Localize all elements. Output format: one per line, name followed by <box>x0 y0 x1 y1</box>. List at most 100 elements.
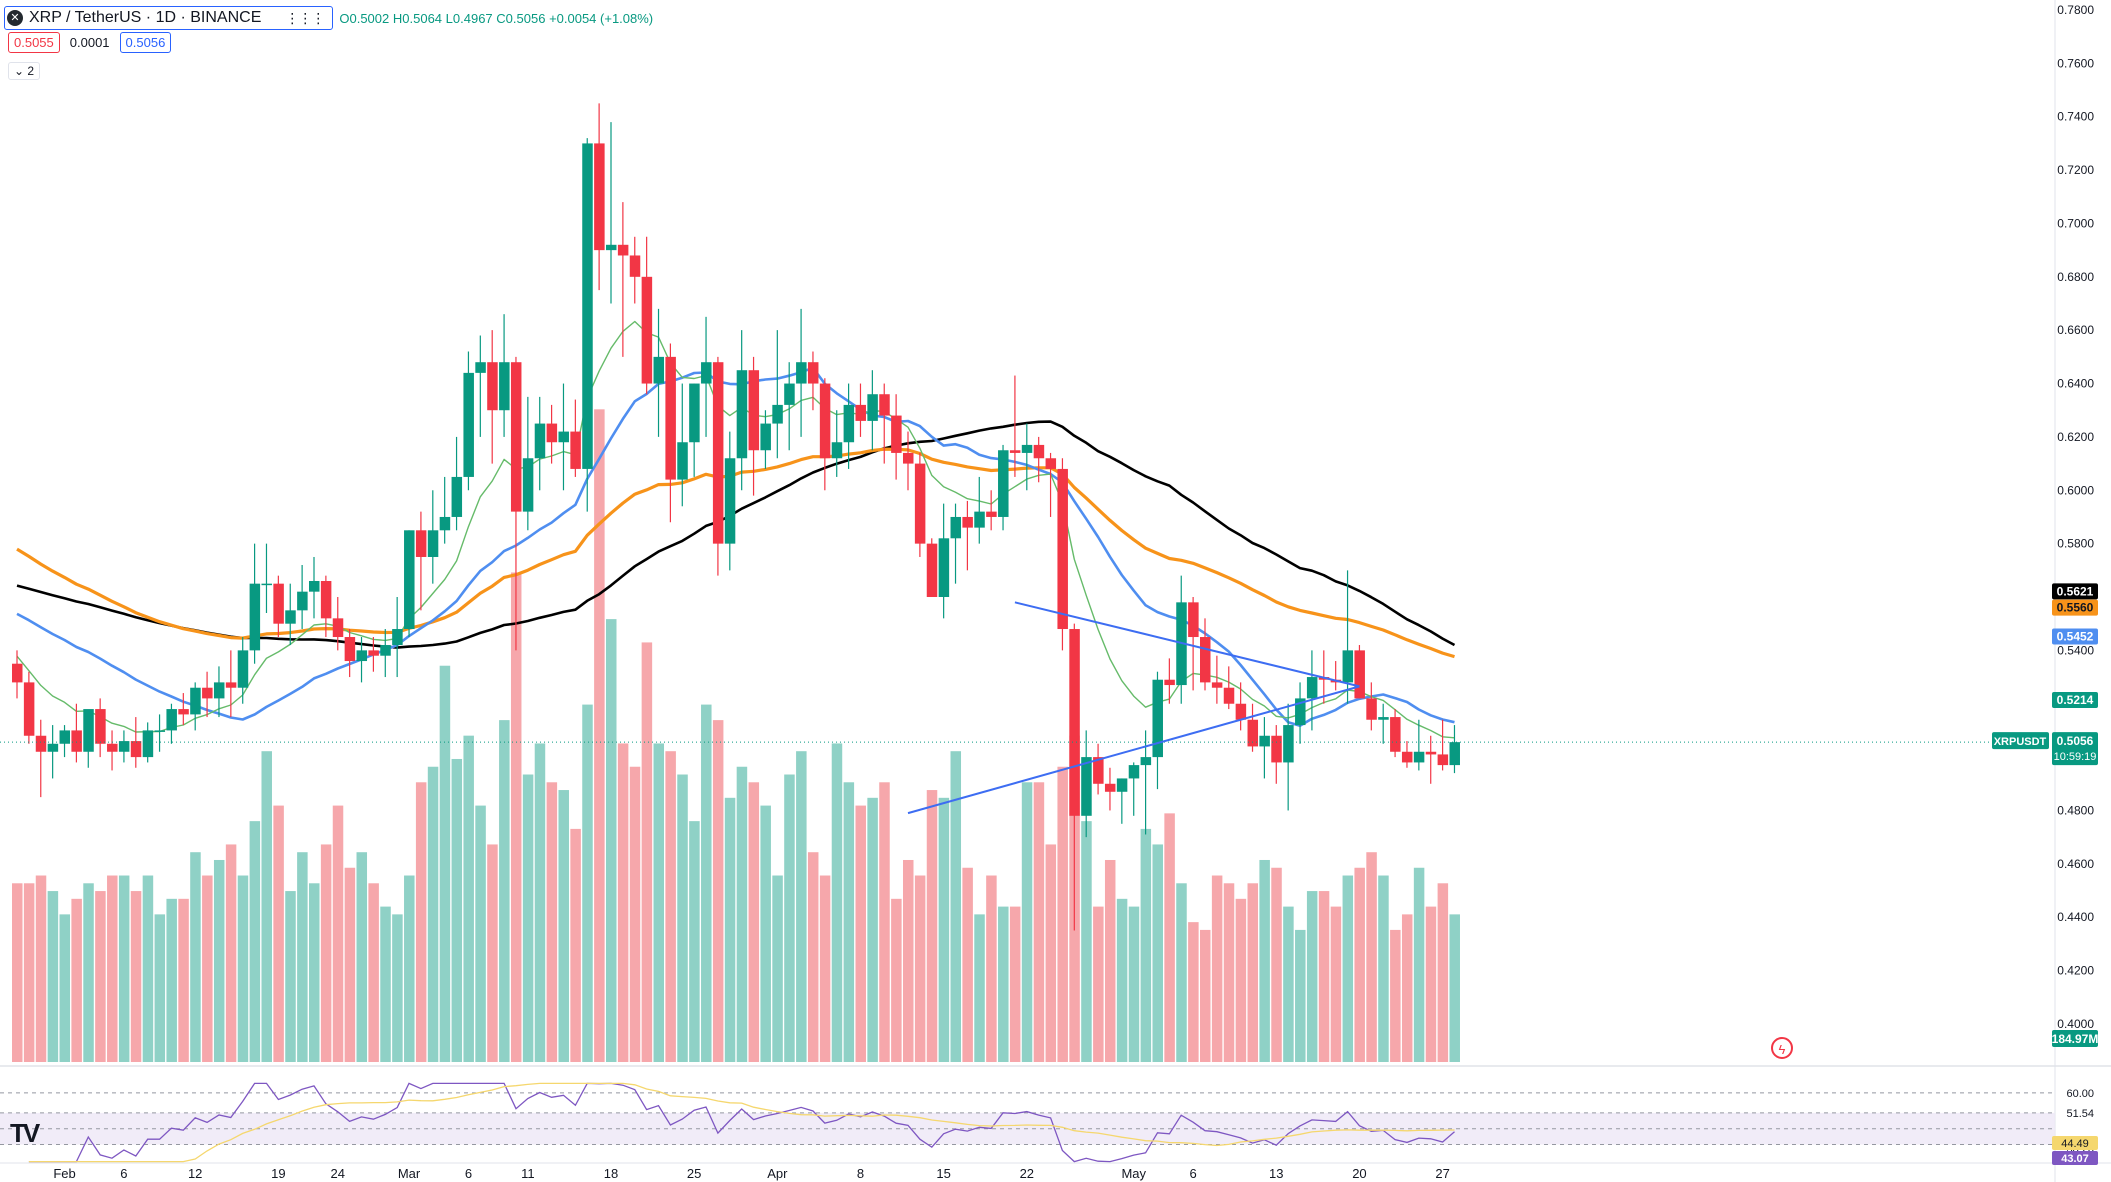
volume-bar <box>534 743 546 1062</box>
candle-body <box>59 730 71 744</box>
volume-bar <box>392 914 403 1062</box>
symbol-tag-text: XRPUSDT <box>1994 736 2047 748</box>
volume-bar <box>867 797 878 1062</box>
ma-black-line <box>16 420 1456 649</box>
time-axis[interactable]: Feb 6 12 19 24 Mar 6 11 18 25 Apr 8 15 22 May 6 13 20 27 <box>53 1166 1450 1181</box>
candle-body <box>1235 703 1247 720</box>
ma-green-line <box>16 320 1455 739</box>
candle-body <box>891 415 902 453</box>
volume-bar <box>1247 883 1259 1062</box>
candlesticks[interactable] <box>0 103 2055 931</box>
volume-bar <box>701 704 712 1062</box>
candle-body <box>1140 757 1152 766</box>
triangle-trendlines[interactable] <box>907 601 1360 815</box>
volume-bar <box>1354 867 1365 1062</box>
candle-body <box>166 709 177 731</box>
ma-value-tag <box>2052 599 2098 616</box>
price-tick-label: 0.5800 <box>2057 537 2094 551</box>
candle-body <box>1021 444 1033 453</box>
candle-body <box>1188 602 1199 638</box>
candle-body <box>1413 751 1425 763</box>
volume-bar <box>344 867 356 1062</box>
volume-bar <box>879 782 890 1062</box>
time-tick-label: 20 <box>1352 1166 1366 1181</box>
symbol-search-box[interactable]: ✕ XRP / TetherUS · 1D · BINANCE ⋮⋮⋮ <box>4 6 334 30</box>
candle-body <box>665 356 676 480</box>
ma-value-text: 0.5621 <box>2057 584 2094 598</box>
volume-bar <box>1318 891 1330 1062</box>
rsi-tick-label: 51.54 <box>2066 1108 2094 1120</box>
volume-bar <box>1104 859 1116 1062</box>
candle-body <box>546 423 558 443</box>
menu-icon[interactable]: ⋮⋮⋮ <box>285 9 325 26</box>
volume-bar <box>819 875 831 1062</box>
candle-body <box>784 383 795 405</box>
candle-body <box>1295 698 1306 726</box>
buy-button[interactable]: 0.5056 <box>119 32 172 53</box>
volume-bar <box>202 875 213 1062</box>
volume-bar <box>712 720 724 1062</box>
volume-bar <box>986 875 997 1062</box>
ma-blue-line <box>16 366 1455 727</box>
candle-body <box>415 530 427 557</box>
candle-body <box>107 743 118 752</box>
candle-body <box>950 516 962 539</box>
candle-body <box>1009 450 1021 453</box>
candle-body <box>617 244 629 256</box>
volume-bar <box>451 758 463 1062</box>
candle-body <box>1081 757 1092 816</box>
candle-body <box>35 735 47 752</box>
indicator-count: 2 <box>27 64 35 78</box>
candle-body <box>926 543 938 598</box>
candle-body <box>1378 717 1389 720</box>
volume-bar <box>606 619 617 1062</box>
time-tick-label: 12 <box>188 1166 202 1181</box>
price-axis[interactable]: 0.7800 0.7600 0.7400 0.7200 0.7000 0.6800 0.66… <box>2057 3 2094 1031</box>
volume-bar <box>475 805 486 1062</box>
candle-body <box>629 255 641 277</box>
candle-body <box>475 362 486 373</box>
candle-body <box>368 650 379 656</box>
candle-body <box>712 362 724 544</box>
volume-bar <box>1259 859 1270 1062</box>
symbol-name: XRP / TetherUS · 1D · BINANCE <box>29 9 262 26</box>
volume-bar <box>665 751 676 1062</box>
time-tick-label: 25 <box>687 1166 701 1181</box>
lightning-icon[interactable]: ϟ <box>1771 1037 1793 1059</box>
volume-bar <box>582 704 593 1062</box>
candle-body <box>118 741 130 752</box>
indicators-toggle[interactable]: ⌄ 2 <box>8 62 41 80</box>
volume-bar <box>1401 914 1413 1062</box>
price-tick-label: 0.5400 <box>2057 643 2094 657</box>
candle-body <box>499 362 510 411</box>
candle-body <box>261 583 272 586</box>
chart-legend: ✕ XRP / TetherUS · 1D · BINANCE ⋮⋮⋮ O0.5… <box>4 6 653 30</box>
volume-bar <box>463 735 474 1062</box>
time-tick-label: 27 <box>1435 1166 1449 1181</box>
candle-body <box>974 511 985 528</box>
volume-bar <box>724 797 736 1062</box>
volume-bar <box>1009 906 1021 1062</box>
volume-bar <box>23 883 35 1062</box>
candle-body <box>439 516 451 531</box>
candle-body <box>202 687 213 699</box>
volume-bar <box>249 821 261 1062</box>
sell-button[interactable]: 0.5055 <box>8 32 60 53</box>
price-tick-label: 0.4400 <box>2057 910 2094 924</box>
volume-bar <box>309 883 320 1062</box>
price-tick-label: 0.4800 <box>2057 803 2094 817</box>
time-tick-label: 15 <box>936 1166 950 1181</box>
volume-tag <box>2052 1030 2098 1047</box>
candle-body <box>867 394 878 421</box>
volume-bar <box>213 859 225 1062</box>
ohlc-values: O0.5002 H0.5064 L0.4967 C0.5056 +0.0054 … <box>339 11 653 26</box>
candle-body <box>772 404 783 424</box>
volume-bar <box>653 743 665 1062</box>
ma-value-text: 0.5214 <box>2057 693 2094 707</box>
chevron-down-icon: ⌄ <box>14 64 25 78</box>
candle-body <box>558 431 569 443</box>
close-value: C0.5056 <box>496 10 546 26</box>
time-tick-label: Feb <box>53 1166 75 1181</box>
tradingview-logo[interactable]: TV <box>10 1118 40 1148</box>
